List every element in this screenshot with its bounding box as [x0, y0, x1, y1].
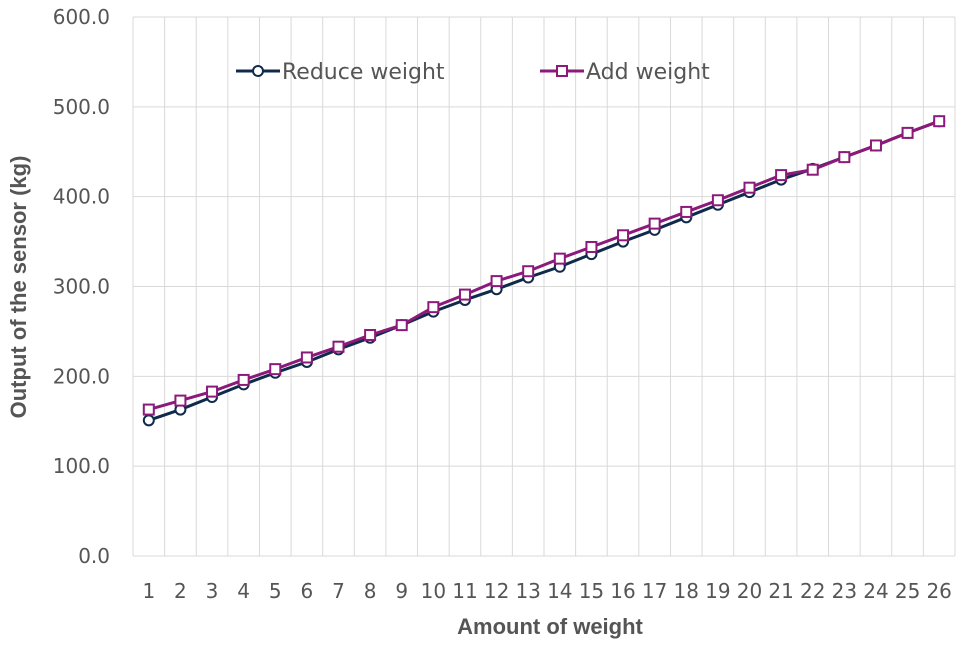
x-tick-label: 13	[515, 579, 540, 603]
data-point	[142, 403, 155, 416]
data-point	[332, 340, 345, 353]
x-tick-label: 9	[395, 579, 408, 603]
legend-marker	[556, 65, 568, 77]
x-tick-label: 14	[547, 579, 572, 603]
data-point	[775, 169, 788, 182]
legend-label: Add weight	[586, 60, 710, 85]
x-tick-label: 6	[301, 579, 314, 603]
y-tick-label: 600.0	[53, 5, 110, 29]
x-tick-label: 4	[237, 579, 250, 603]
data-point	[617, 229, 630, 242]
data-point	[869, 139, 882, 152]
x-tick-label: 21	[768, 579, 793, 603]
data-point	[490, 275, 503, 288]
legend-item: Add weight	[540, 60, 710, 85]
legend-marker	[252, 65, 264, 77]
y-tick-label: 0.0	[78, 544, 110, 568]
data-point	[648, 217, 661, 230]
x-tick-label: 17	[642, 579, 667, 603]
x-tick-label: 5	[269, 579, 282, 603]
series-layer	[142, 115, 946, 427]
x-axis-title: Amount of weight	[457, 614, 643, 639]
y-tick-label: 100.0	[53, 454, 110, 478]
data-point	[300, 351, 313, 364]
x-tick-label: 2	[174, 579, 187, 603]
x-tick-label: 18	[674, 579, 699, 603]
data-point	[838, 151, 851, 164]
x-tick-label: 19	[705, 579, 730, 603]
x-tick-label: 3	[206, 579, 219, 603]
y-tick-label: 300.0	[53, 275, 110, 299]
data-point	[901, 126, 914, 139]
data-point	[206, 385, 219, 398]
x-tick-label: 16	[610, 579, 635, 603]
x-tick-label: 22	[800, 579, 825, 603]
legend-label: Reduce weight	[282, 60, 445, 85]
x-tick-label: 12	[484, 579, 509, 603]
x-tick-label: 24	[863, 579, 888, 603]
x-tick-label: 15	[579, 579, 604, 603]
legend: Reduce weight Add weight	[236, 60, 710, 85]
data-point	[174, 394, 187, 407]
data-point	[458, 288, 471, 301]
data-point	[142, 414, 155, 427]
y-tick-label: 500.0	[53, 95, 110, 119]
x-axis-ticks: 1 2 3 4 5 6 7 8 9 10 11 12 13 14 15 16 17 18 19 20 21 22 23 24 2…	[142, 579, 951, 603]
x-tick-label: 10	[421, 579, 446, 603]
gridlines	[132, 16, 956, 557]
data-point	[269, 363, 282, 376]
x-tick-label: 11	[452, 579, 477, 603]
series-add-weight	[142, 115, 946, 416]
y-axis-title: Output of the sensor (kg)	[6, 156, 31, 419]
x-tick-label: 25	[895, 579, 920, 603]
data-point	[522, 265, 535, 278]
data-point	[933, 115, 946, 128]
data-point	[395, 319, 408, 332]
data-point	[585, 240, 598, 253]
data-point	[743, 181, 756, 194]
x-tick-label: 23	[832, 579, 857, 603]
y-tick-label: 200.0	[53, 364, 110, 388]
y-axis-ticks: 0.0 100.0 200.0 300.0 400.0 500.0 600.0	[53, 5, 110, 568]
data-point	[237, 373, 250, 386]
x-tick-label: 20	[737, 579, 762, 603]
x-tick-label: 7	[332, 579, 345, 603]
x-tick-label: 1	[142, 579, 155, 603]
x-tick-label: 26	[926, 579, 951, 603]
data-point	[427, 301, 440, 314]
data-point	[680, 205, 693, 218]
legend-item: Reduce weight	[236, 60, 445, 85]
x-tick-label: 8	[364, 579, 377, 603]
y-tick-label: 400.0	[53, 185, 110, 209]
data-point	[553, 252, 566, 265]
data-point	[364, 329, 377, 342]
data-point	[711, 194, 724, 207]
data-point	[806, 163, 819, 176]
